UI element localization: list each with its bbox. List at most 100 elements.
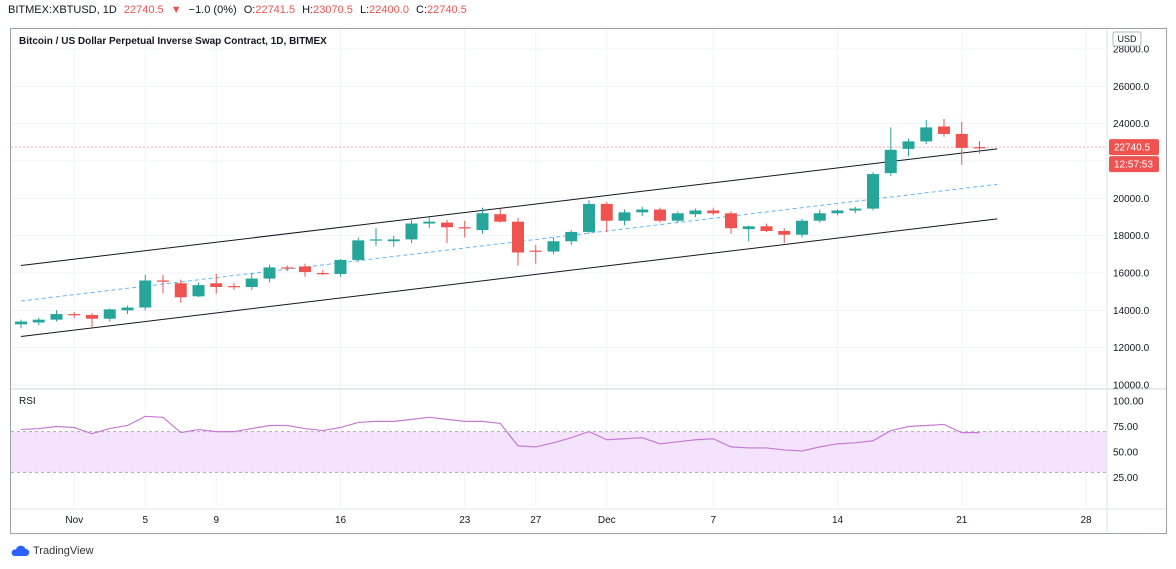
candle-body	[512, 221, 524, 253]
candle[interactable]	[192, 282, 205, 298]
candle[interactable]	[494, 208, 507, 223]
candle[interactable]	[174, 279, 187, 303]
candle-body	[121, 307, 134, 311]
cloud-icon	[11, 545, 30, 556]
candle-body	[813, 213, 826, 221]
candle-body	[174, 283, 187, 298]
candle-body	[192, 285, 205, 297]
open-value: 22741.5	[255, 4, 296, 16]
candle[interactable]	[32, 317, 45, 326]
chart-frame[interactable]: 28000.026000.024000.022000.020000.018000…	[10, 28, 1167, 534]
candle-body	[654, 209, 666, 221]
symbol-label[interactable]: BITMEX:XBTUSD, 1D	[8, 4, 117, 16]
candle[interactable]	[813, 209, 826, 223]
candle[interactable]	[742, 225, 755, 242]
candle[interactable]	[139, 274, 152, 311]
candle[interactable]	[512, 217, 524, 266]
channel-lower-line[interactable]	[20, 218, 998, 337]
candle-body	[32, 319, 45, 323]
candle[interactable]	[387, 235, 400, 247]
candle-body	[299, 266, 311, 273]
candle[interactable]	[299, 263, 311, 277]
candle[interactable]	[689, 208, 702, 217]
price-tick-label: 24000.0	[1113, 119, 1150, 130]
candle[interactable]	[529, 245, 542, 264]
candle[interactable]	[68, 312, 81, 318]
channel-upper-line[interactable]	[20, 148, 998, 267]
candle[interactable]	[600, 202, 613, 232]
candle[interactable]	[245, 273, 258, 290]
candle[interactable]	[352, 237, 365, 262]
candle[interactable]	[796, 218, 808, 238]
candle[interactable]	[476, 207, 489, 234]
rsi-tick-label: 100.00	[1113, 397, 1144, 408]
candle[interactable]	[121, 305, 134, 315]
candle[interactable]	[973, 141, 986, 154]
candle-body	[600, 203, 613, 221]
candle[interactable]	[86, 313, 98, 328]
candle-body	[707, 210, 720, 214]
rsi-title: RSI	[19, 396, 36, 407]
candle-body	[405, 223, 418, 240]
candle[interactable]	[654, 207, 666, 223]
candle[interactable]	[441, 219, 453, 244]
candle[interactable]	[210, 273, 223, 294]
candle[interactable]	[423, 217, 436, 229]
current-price-tag	[1109, 139, 1159, 156]
price-change: −1.0 (0%)	[188, 4, 237, 16]
candle[interactable]	[50, 310, 63, 322]
candle[interactable]	[228, 283, 240, 290]
candle[interactable]	[103, 308, 116, 322]
time-tick-label: 27	[530, 515, 542, 526]
candle[interactable]	[671, 211, 684, 223]
countdown-label: 12:57:53	[1114, 160, 1153, 171]
candle[interactable]	[15, 319, 27, 329]
candle-body	[423, 221, 436, 224]
candle-body	[316, 273, 329, 275]
candle[interactable]	[281, 265, 294, 272]
candle[interactable]	[547, 237, 560, 255]
currency-label: USD	[1117, 34, 1137, 44]
candle[interactable]	[902, 138, 915, 157]
candle[interactable]	[405, 218, 418, 244]
candle[interactable]	[884, 127, 897, 176]
candle[interactable]	[778, 228, 791, 244]
candle[interactable]	[849, 206, 862, 214]
candle[interactable]	[725, 211, 737, 234]
candle[interactable]	[157, 274, 169, 294]
candle-body	[955, 133, 968, 148]
candle[interactable]	[583, 200, 595, 234]
chart-svg[interactable]: 28000.026000.024000.022000.020000.018000…	[11, 29, 1166, 533]
candle-body	[565, 231, 578, 242]
candle[interactable]	[618, 209, 631, 226]
candle-body	[458, 227, 471, 229]
rsi-tick-label: 25.00	[1113, 473, 1138, 484]
candle[interactable]	[920, 119, 933, 145]
footer-brand[interactable]: TradingView	[10, 542, 94, 560]
price-tick-label: 20000.0	[1113, 194, 1150, 205]
candle[interactable]	[370, 228, 382, 246]
candle[interactable]	[867, 172, 879, 211]
candle[interactable]	[565, 230, 578, 245]
candle[interactable]	[760, 223, 773, 232]
candle[interactable]	[831, 209, 844, 216]
candle[interactable]	[707, 207, 720, 216]
candle[interactable]	[458, 220, 471, 238]
candle-body	[139, 280, 152, 308]
candle[interactable]	[955, 121, 968, 165]
time-tick-label: 7	[710, 515, 716, 526]
candle[interactable]	[636, 206, 649, 217]
candle-body	[228, 286, 240, 288]
open-label: O:	[243, 4, 256, 16]
channel-middle-line[interactable]	[20, 183, 998, 302]
candle[interactable]	[938, 119, 950, 137]
currency-badge[interactable]	[1112, 31, 1142, 47]
candle-body	[849, 208, 862, 211]
candle[interactable]	[334, 259, 347, 277]
candle-body	[494, 214, 507, 222]
time-tick-label: Dec	[598, 515, 616, 526]
candle[interactable]	[316, 270, 329, 275]
candle-body	[370, 239, 382, 241]
candle[interactable]	[263, 264, 276, 283]
candle-body	[529, 250, 542, 252]
